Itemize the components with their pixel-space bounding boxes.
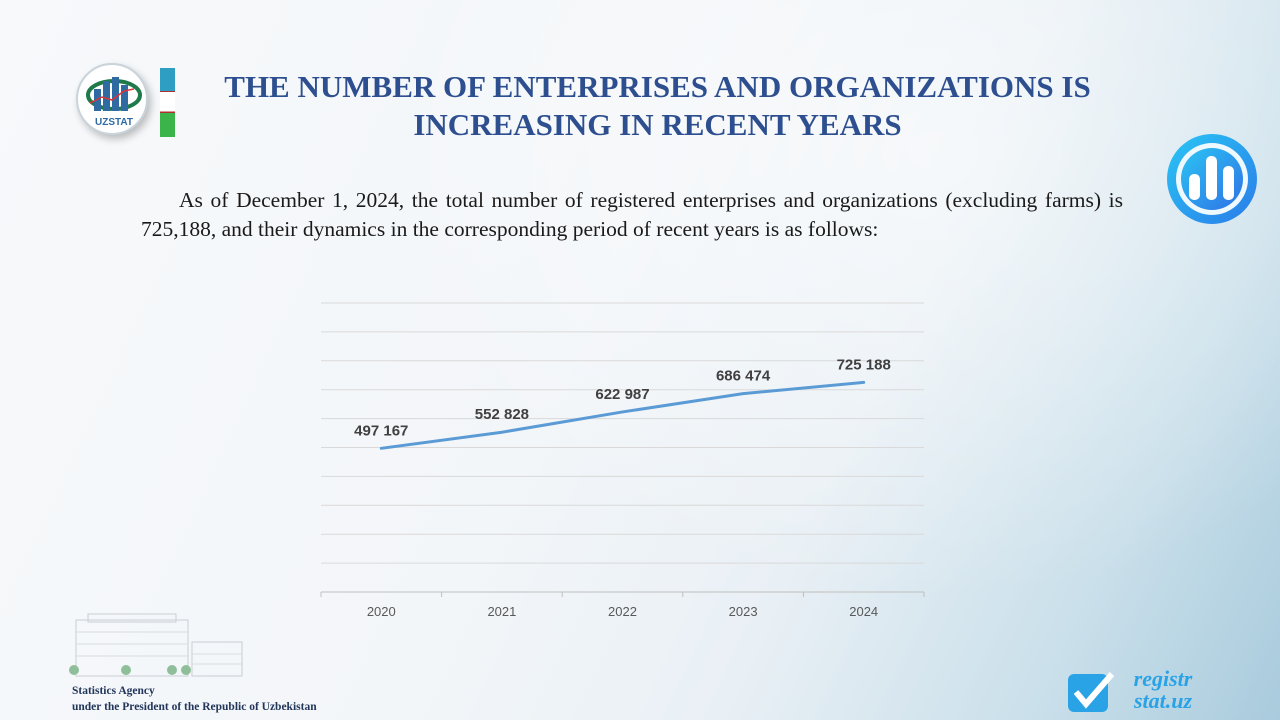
x-tick-label: 2021 — [487, 604, 516, 619]
uzstat-logo: UZSTAT — [76, 63, 148, 135]
footer-agency-subtitle: under the President of the Republic of U… — [72, 701, 317, 713]
summary-paragraph: As of December 1, 2024, the total number… — [141, 188, 1123, 241]
registr-stat-logo[interactable]: registr stat.uz — [1066, 668, 1216, 718]
data-label: 725 188 — [837, 356, 891, 373]
x-tick-label: 2023 — [729, 604, 758, 619]
uzbekistan-flag — [160, 68, 175, 137]
building-illustration — [69, 613, 243, 677]
logo-text: UZSTAT — [95, 117, 133, 128]
x-tick-label: 2024 — [849, 604, 878, 619]
data-label: 622 987 — [595, 386, 649, 403]
checkmark-icon — [1068, 672, 1115, 712]
page-title: THE NUMBER OF ENTERPRISES AND ORGANIZATI… — [224, 69, 1091, 142]
x-tick-label: 2020 — [367, 604, 396, 619]
brand-text: registr stat.uz — [1133, 666, 1193, 713]
x-tick-label: 2022 — [608, 604, 637, 619]
footer-agency: Statistics Agency — [72, 685, 155, 697]
data-label: 497 167 — [354, 422, 408, 439]
bar-chart-icon — [1167, 134, 1257, 224]
data-label: 552 828 — [475, 406, 529, 423]
data-label: 686 474 — [716, 368, 771, 385]
